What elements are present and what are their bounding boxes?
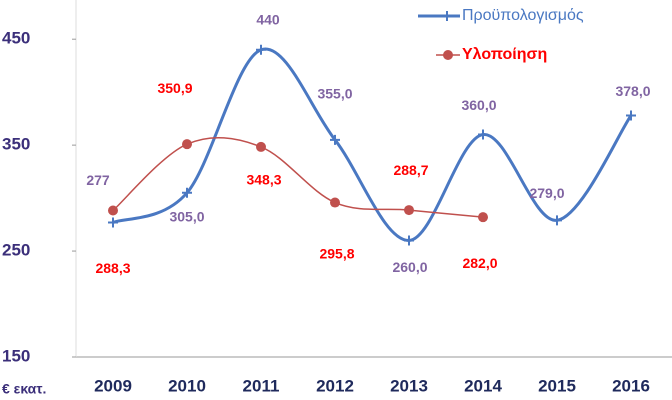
marker <box>478 129 488 140</box>
value-label: 277 <box>86 172 110 188</box>
legend-marker <box>442 11 452 21</box>
value-label: 360,0 <box>461 97 496 113</box>
y-tick-label: 250 <box>2 241 30 260</box>
value-label: 348,3 <box>246 172 281 188</box>
value-label: 279,0 <box>529 185 564 201</box>
value-label: 355,0 <box>317 86 352 102</box>
marker <box>478 212 488 223</box>
value-label: 288,3 <box>95 260 130 276</box>
value-label: 440 <box>256 11 280 27</box>
x-tick-label: 2012 <box>316 376 354 395</box>
marker <box>552 215 562 226</box>
marker <box>404 235 414 246</box>
marker <box>330 197 340 208</box>
y-axis-label: € εκατ. <box>2 381 46 397</box>
legend-label: Προϋπολογισμός <box>462 7 584 24</box>
legend-label: Υλοποίηση <box>462 46 547 63</box>
value-label: 350,9 <box>157 80 192 96</box>
x-tick-label: 2011 <box>243 376 280 395</box>
marker <box>108 217 118 228</box>
marker <box>404 205 414 216</box>
x-tick-label: 2016 <box>612 376 650 395</box>
value-label: 305,0 <box>169 209 204 225</box>
x-tick-label: 2010 <box>168 376 206 395</box>
marker <box>256 44 266 55</box>
marker <box>330 134 340 145</box>
x-tick-label: 2014 <box>464 376 502 395</box>
series-line <box>112 47 633 242</box>
y-tick-label: 350 <box>2 135 30 154</box>
marker <box>108 205 118 216</box>
y-tick-label: 450 <box>2 29 30 48</box>
legend-marker <box>443 50 453 60</box>
x-tick-label: 2013 <box>390 376 428 395</box>
x-tick-label: 2015 <box>538 376 576 395</box>
y-tick-label: 150 <box>2 346 30 365</box>
marker <box>626 110 636 121</box>
marker <box>256 141 266 152</box>
marker <box>182 139 192 150</box>
value-label: 288,7 <box>393 162 428 178</box>
x-tick-label: 2009 <box>94 376 132 395</box>
value-label: 378,0 <box>615 83 650 99</box>
marker <box>182 187 192 198</box>
value-label: 282,0 <box>462 255 497 271</box>
value-label: 295,8 <box>319 245 354 261</box>
value-label: 260,0 <box>392 259 427 275</box>
